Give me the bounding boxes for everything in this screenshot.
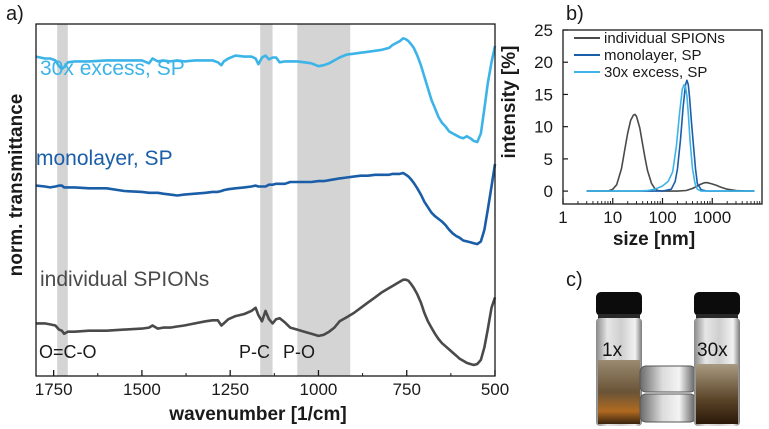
vial-1x: 1x [596, 292, 642, 426]
vial-30x-liquid [696, 364, 738, 424]
dls-ticks: 0 5 10 15 20 25 1 10 100 1000 [534, 21, 761, 227]
dls-y-tick-label-1: 5 [544, 150, 553, 169]
ftir-x-tick-label-4: 750 [393, 380, 421, 399]
dls-x-axis-title: size [nm] [613, 229, 695, 250]
vial-1x-label: 1x [602, 340, 623, 361]
vial-30x-neck [696, 314, 738, 320]
ftir-panel: a) 30x excess, SP monolayer, SP individual… [6, 3, 509, 425]
vial-1x-neck [598, 314, 640, 320]
vial-30x-cap [694, 292, 740, 316]
dls-y-tick-label-0: 0 [544, 182, 553, 201]
ftir-x-tick-label-0: 1750 [35, 380, 73, 399]
ftir-x-tick-label-3: 1000 [300, 380, 338, 399]
panel-label-a: a) [6, 3, 24, 25]
dls-x-tick-label-2: 100 [648, 208, 676, 227]
dls-x-tick-label-3: 1000 [693, 208, 731, 227]
ftir-series-label-excess: 30x excess, SP [40, 57, 185, 80]
ftir-band-3 [297, 24, 351, 376]
ftir-x-tick-label-1: 1500 [123, 380, 161, 399]
vial-1x-cap [596, 292, 642, 316]
dls-panel: b) 0 5 10 15 20 25 1 10 100 1000 individual SPION… [499, 3, 763, 250]
panel-label-b: b) [566, 3, 584, 25]
ftir-frame [35, 23, 496, 377]
ftir-x-tick-label-5: 500 [481, 380, 509, 399]
ftir-y-axis-title: norm. transmittance [6, 94, 27, 277]
ftir-band-label-1: O=C-O [39, 342, 97, 362]
ftir-series-label-monolayer: monolayer, SP [36, 147, 173, 170]
dls-x-tick-label-1: 10 [603, 208, 622, 227]
dls-legend-label-monolayer: monolayer, SP [604, 47, 702, 64]
dls-line-excess [586, 84, 755, 192]
dls-y-tick-label-4: 20 [534, 53, 553, 72]
dls-series [586, 79, 755, 192]
vial-30x-label: 30x [697, 340, 728, 361]
ftir-band-labels: O=C-O P-C P-O [39, 342, 315, 362]
dls-x-tick-label-0: 1 [558, 208, 567, 227]
vial-30x: 30x [694, 292, 740, 426]
ftir-band-label-3: P-O [283, 342, 315, 362]
dls-y-tick-label-3: 15 [534, 85, 553, 104]
vials-photo-panel: c) [566, 269, 740, 428]
ftir-band-1 [57, 24, 68, 376]
ftir-band-2 [260, 24, 273, 376]
ftir-x-axis-title: wavenumber [1/cm] [168, 404, 346, 425]
dls-line-monolayer [586, 79, 755, 192]
ftir-line-individual [36, 278, 497, 367]
panel-label-c: c) [566, 269, 583, 291]
ftir-series-label-individual: individual SPIONs [40, 268, 209, 291]
ftir-x-tick-label-2: 1250 [211, 380, 249, 399]
dls-y-tick-label-2: 10 [534, 118, 553, 137]
magnet-bottom [639, 393, 697, 423]
ftir-line-monolayer [35, 163, 497, 246]
magnets [639, 365, 697, 423]
dls-y-tick-label-5: 25 [534, 21, 553, 40]
ftir-series-labels: 30x excess, SP monolayer, SP individual SP… [36, 57, 209, 291]
ftir-bands [57, 24, 351, 376]
ftir-x-ticks: 1750 1500 1250 1000 750 500 [35, 370, 509, 399]
dls-legend-label-excess: 30x excess, SP [604, 64, 707, 81]
vial-1x-liquid [598, 360, 640, 424]
dls-y-axis-title: intensity [%] [499, 46, 520, 159]
dls-legend-label-individual: individual SPIONs [604, 30, 725, 47]
ftir-band-label-2: P-C [239, 342, 270, 362]
ftir-line-excess [35, 37, 497, 144]
ftir-axes-frame [35, 23, 496, 377]
ftir-series [35, 37, 497, 367]
magnet-top [639, 365, 697, 393]
dls-line-individual [586, 113, 755, 192]
